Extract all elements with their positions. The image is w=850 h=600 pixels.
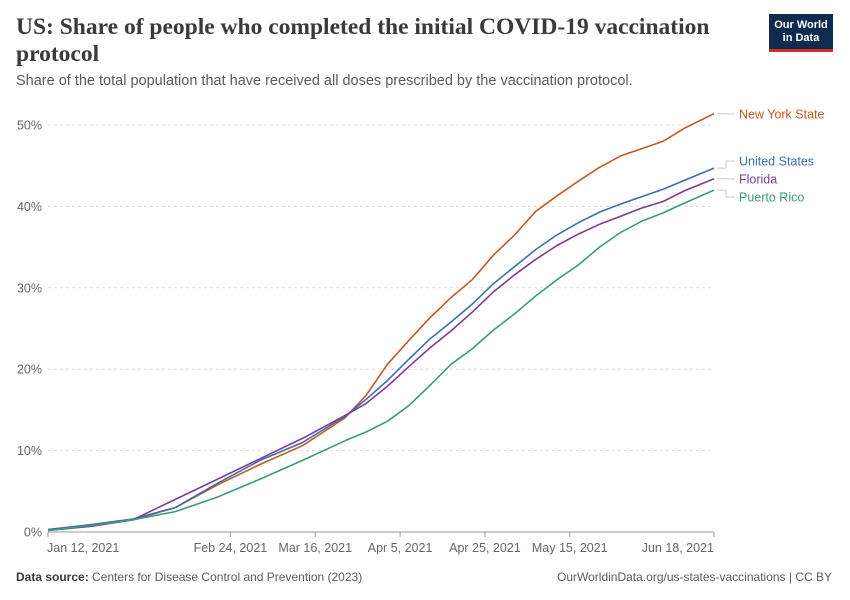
series-label: United States — [739, 155, 814, 169]
x-tick-label: Mar 16, 2021 — [278, 541, 352, 555]
series-label: Florida — [739, 173, 777, 187]
series-label-connector — [717, 189, 735, 198]
series-lines — [47, 112, 715, 532]
x-tick-label: Feb 24, 2021 — [194, 541, 268, 555]
series-line — [47, 167, 715, 531]
chart-subtitle: Share of the total population that have … — [16, 73, 633, 89]
line-chart: 0% 10% 20% 30% 40% 50% Jan 12, 2021 Feb 24, 202… — [17, 108, 825, 556]
y-tick-label: 20% — [17, 363, 42, 377]
logo-line-2: in Data — [782, 32, 820, 44]
series-line — [47, 189, 715, 532]
source-url[interactable]: OurWorldinData.org/us-states-vaccination… — [557, 570, 832, 584]
x-tick-label: Jan 12, 2021 — [47, 541, 119, 555]
logo-line-1: Our World — [774, 19, 828, 31]
data-source: Data source: Centers for Disease Control… — [16, 570, 362, 584]
series-label: New York State — [739, 108, 825, 122]
x-tick-label: Apr 5, 2021 — [368, 541, 433, 555]
y-tick-label: 30% — [17, 281, 42, 295]
x-tick-label: Apr 25, 2021 — [449, 541, 521, 555]
axes: 0% 10% 20% 30% 40% 50% Jan 12, 2021 Feb 24, 202… — [17, 119, 715, 555]
x-tick-label: May 15, 2021 — [532, 541, 608, 555]
y-tick-label: 0% — [24, 526, 42, 540]
source-label: Data source: — [16, 570, 89, 584]
gridlines — [48, 124, 714, 452]
chart-title: US: Share of people who completed the in… — [16, 14, 710, 67]
owid-logo[interactable]: Our World in Data — [769, 14, 833, 52]
source-text[interactable]: Centers for Disease Control and Preventi… — [92, 570, 363, 584]
y-tick-label: 40% — [17, 200, 42, 214]
y-tick-label: 50% — [17, 119, 42, 133]
series-label-connector — [717, 160, 735, 169]
y-tick-label: 10% — [17, 444, 42, 458]
x-tick-label: Jun 18, 2021 — [642, 541, 714, 555]
series-label: Puerto Rico — [739, 191, 804, 205]
series-labels: New York State United States Florida Puerto… — [717, 108, 825, 205]
series-line — [47, 112, 715, 531]
series-line — [47, 177, 715, 532]
